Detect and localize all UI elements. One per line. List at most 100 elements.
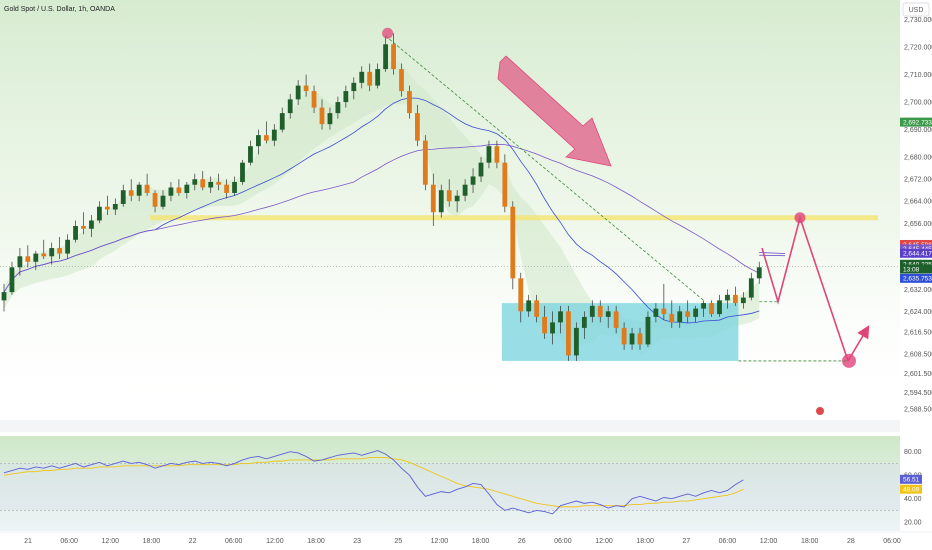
time-tick-label: 06:00: [719, 538, 737, 545]
candle: [97, 201, 102, 224]
candle: [661, 283, 667, 320]
candle-body: [566, 311, 571, 356]
candle-body: [621, 327, 627, 345]
price-tick-label: 2,700.000: [904, 100, 932, 107]
candle: [248, 140, 253, 166]
projection-path: [761, 214, 849, 362]
candle: [128, 179, 134, 202]
candle: [717, 294, 722, 317]
candle-body: [343, 91, 349, 103]
candle-body: [685, 311, 691, 317]
candle-body: [335, 102, 341, 114]
rsi-tag: 56.51: [900, 474, 922, 484]
candle-body: [430, 184, 436, 213]
candle-body: [478, 162, 484, 177]
price-tag: 13:08: [900, 264, 932, 274]
time-tick-label: 21: [24, 538, 32, 545]
candle-body: [446, 190, 452, 202]
time-tick-label: 23: [353, 538, 361, 545]
candle: [454, 190, 460, 213]
candle-body: [240, 162, 245, 182]
candle: [200, 170, 206, 191]
candle: [558, 305, 563, 334]
time-axis[interactable]: 21 06:00 12:00 18:00 22 06:00 12:00 18:00 23 25 12…: [0, 531, 932, 545]
candle: [391, 33, 396, 75]
moving-averages: [0, 97, 900, 324]
descending-trendline: [385, 35, 704, 301]
candle-body: [677, 311, 683, 323]
candle: [343, 85, 349, 108]
candle: [9, 261, 15, 295]
candle-body: [224, 184, 229, 193]
candle-body: [558, 311, 563, 323]
candle: [192, 173, 198, 191]
candle: [677, 305, 683, 328]
candle-body: [73, 226, 78, 240]
rsi-tick-label: 80.00: [904, 449, 922, 456]
candle: [57, 237, 63, 260]
candle-body: [637, 333, 643, 345]
candle: [17, 248, 23, 276]
candle-body: [581, 316, 587, 328]
candle-body: [486, 146, 492, 163]
price-tick-label: 2,720.000: [904, 45, 932, 52]
candle: [311, 85, 317, 114]
candle-body: [89, 220, 94, 229]
candle: [518, 272, 524, 323]
candle-body: [359, 71, 365, 83]
candle: [375, 63, 381, 89]
annotations-layer: [382, 27, 870, 368]
candle: [709, 300, 714, 317]
candle: [256, 129, 261, 155]
candle-body: [144, 184, 150, 193]
time-tick-label: 06:00: [883, 538, 901, 545]
candle: [184, 181, 190, 199]
candle: [534, 294, 540, 323]
candle-body: [717, 300, 722, 315]
candle-body: [756, 267, 762, 279]
candle-body: [57, 248, 63, 254]
candle-body: [263, 135, 269, 141]
candle-body: [542, 316, 547, 334]
price-tick-label: 2,616.500: [904, 330, 932, 337]
candle-body: [526, 300, 532, 312]
candle: [645, 311, 651, 348]
event-flag-icon[interactable]: [815, 406, 825, 416]
candle-body: [454, 195, 460, 202]
candle-body: [613, 311, 619, 328]
cloud-band: [4, 61, 760, 355]
candle-body: [97, 206, 102, 221]
candle: [740, 292, 746, 309]
candle: [144, 173, 150, 196]
price-tick-label: 2,656.000: [904, 221, 932, 228]
currency-label: USD: [909, 7, 924, 14]
currency-button[interactable]: [902, 2, 930, 17]
price-tick-label: 2,710.000: [904, 72, 932, 79]
candle: [581, 311, 587, 339]
target-marker-bottom: [842, 353, 856, 368]
candle: [295, 80, 301, 105]
candle-body: [176, 187, 182, 193]
candle-body: [661, 308, 667, 315]
candle-body: [17, 256, 23, 268]
time-tick-label: 18:00: [636, 538, 654, 545]
candle: [25, 245, 31, 268]
candle: [263, 121, 269, 144]
candle: [41, 239, 47, 260]
candle-body: [462, 184, 468, 196]
candle-body: [168, 187, 174, 196]
candle: [279, 107, 285, 133]
rsi-tag: 48.09: [900, 484, 922, 494]
candle-body: [438, 190, 444, 213]
candle-body: [375, 69, 381, 86]
price-axis[interactable]: 2,730.000 2,720.000 2,710.000 2,700.000 2,69…: [900, 17, 932, 527]
candle: [589, 300, 595, 323]
candle: [287, 93, 293, 119]
candle-body: [120, 190, 126, 204]
candle-body: [383, 44, 388, 70]
candle: [224, 179, 229, 199]
candle: [629, 327, 635, 350]
candle-body: [303, 85, 309, 92]
